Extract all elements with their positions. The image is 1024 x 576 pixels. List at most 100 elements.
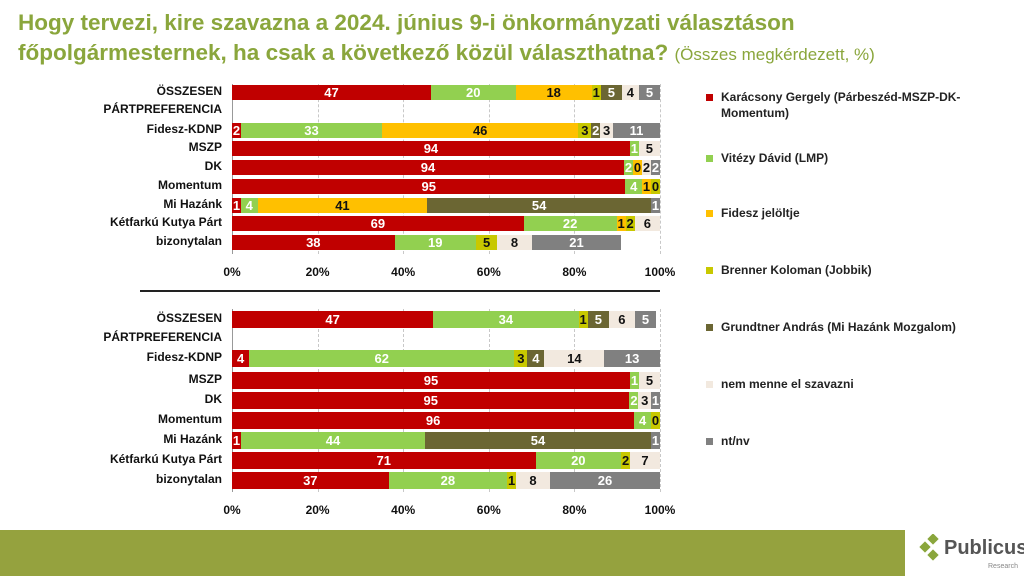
category-label: Mi Hazánk — [163, 197, 222, 211]
bar-segment: 1 — [650, 197, 660, 213]
bar-segment: 46 — [381, 122, 579, 138]
legend-swatch — [706, 267, 713, 274]
category-label: ÖSSZESEN — [156, 84, 222, 98]
bar-segment: 4 — [241, 197, 258, 213]
title-subtitle: (Összes megkérdezett, %) — [674, 45, 875, 64]
footer-band — [0, 530, 905, 576]
bar-segment: 4 — [621, 84, 639, 100]
x-tick-label: 100% — [644, 265, 676, 279]
bar-segment: 54 — [425, 431, 651, 449]
x-tick-label: 100% — [644, 503, 676, 517]
bar-segment: 94 — [232, 159, 624, 175]
legend-label: Vitézy Dávid (LMP) — [721, 151, 829, 165]
bar-segment: 1 — [629, 140, 639, 156]
bar-segment: 96 — [232, 411, 635, 429]
gridline — [660, 84, 661, 254]
bar-segment: 22 — [523, 215, 617, 231]
bar-segment: 95 — [232, 391, 630, 409]
x-tick-label: 80% — [562, 503, 587, 517]
legend-swatch — [706, 381, 713, 388]
category-label: MSZP — [188, 140, 222, 154]
bar-segment: 6 — [634, 215, 660, 231]
bar-segment: 5 — [587, 310, 610, 328]
legend-label: Fidesz jelöltje — [721, 206, 800, 220]
bar-segment: 4 — [634, 411, 651, 429]
category-label: Momentum — [158, 178, 222, 192]
bar-segment: 7 — [630, 451, 660, 469]
bar-segment: 33 — [241, 122, 382, 138]
bar-segment: 2 — [624, 159, 633, 175]
bar-segment: 3 — [600, 122, 613, 138]
bar-segment: 19 — [394, 234, 476, 250]
bar-segment: 4 — [625, 178, 642, 194]
bar-segment: 18 — [515, 84, 592, 100]
bar-segment: 5 — [634, 310, 657, 328]
bar-segment: 2 — [642, 159, 651, 175]
title-line-2: főpolgármesternek, ha csak a következő k… — [18, 40, 669, 65]
legend-swatch — [706, 324, 713, 331]
x-tick-label: 60% — [476, 265, 501, 279]
bar-segment: 62 — [249, 349, 515, 367]
bar-segment: 0 — [633, 159, 642, 175]
category-label: Momentum — [158, 412, 222, 426]
stacked-bar: 47 20 18 1 5 4 5 — [232, 84, 661, 100]
category-label: bizonytalan — [155, 234, 222, 248]
bar-segment: 41 — [257, 197, 428, 213]
bar-segment: 3 — [638, 391, 651, 409]
bar-segment: 2 — [625, 215, 635, 231]
category-label: Mi Hazánk — [163, 432, 222, 446]
bar-segment: 34 — [433, 310, 579, 328]
bar-segment: 1 — [630, 371, 640, 389]
bar-segment: 20 — [535, 451, 622, 469]
bar-segment: 95 — [232, 371, 631, 389]
bar-segment: 1 — [578, 310, 588, 328]
bar-segment: 47 — [232, 84, 431, 100]
chart-title: Hogy tervezi, kire szavazna a 2024. júni… — [18, 8, 1008, 70]
legend-label: nt/nv — [721, 434, 750, 448]
x-tick-label: 40% — [391, 265, 416, 279]
logo-sub: Research — [988, 563, 1018, 570]
bar-segment: 3 — [578, 122, 592, 138]
chart-divider — [140, 290, 660, 292]
stacked-bar: 94 2 0 2 2 — [232, 159, 660, 175]
category-label: DK — [204, 159, 222, 173]
bar-segment: 1 — [651, 431, 660, 449]
category-label: PÁRTPREFERENCIA — [103, 330, 222, 344]
category-label: bizonytalan — [155, 472, 222, 486]
bar-segment: 21 — [531, 234, 622, 250]
legend-item: Vitézy Dávid (LMP) — [706, 150, 996, 166]
x-tick-label: 80% — [562, 265, 587, 279]
legend-item: Grundtner András (Mi Hazánk Mozgalom) — [706, 319, 996, 335]
gridline — [660, 309, 661, 492]
x-tick-label: 20% — [305, 265, 330, 279]
title-line-1: Hogy tervezi, kire szavazna a 2024. júni… — [18, 10, 795, 35]
bar-segment: 0 — [651, 411, 660, 429]
bar-segment: 2 — [629, 391, 639, 409]
bar-segment: 1 — [642, 178, 651, 194]
bar-segment: 5 — [639, 371, 660, 389]
bar-segment: 37 — [232, 471, 389, 489]
category-label: Fidesz-KDNP — [146, 350, 222, 364]
x-tick-label: 60% — [476, 503, 501, 517]
stacked-bar: 2 33 46 3 2 3 11 — [232, 122, 660, 138]
bar-segment: 94 — [232, 140, 630, 156]
bar-segment: 1 — [507, 471, 517, 489]
bar-segment: 1 — [232, 197, 241, 213]
bar-segment: 5 — [475, 234, 498, 250]
bar-segment: 0 — [651, 178, 660, 194]
legend-item: nem menne el szavazni — [706, 376, 996, 392]
stacked-bar: 47 34 1 5 6 5 — [232, 310, 660, 328]
bar-segment: 2 — [651, 159, 660, 175]
bar-segment: 1 — [591, 84, 601, 100]
bar-segment: 5 — [638, 84, 661, 100]
bar-segment: 38 — [232, 234, 395, 250]
bar-segment: 3 — [514, 349, 528, 367]
legend-swatch — [706, 94, 713, 101]
bar-segment: 11 — [613, 122, 660, 138]
bar-segment: 5 — [600, 84, 622, 100]
stacked-bar: 1 4 41 54 1 — [232, 197, 660, 213]
legend-item: Karácsony Gergely (Párbeszéd-MSZP-DK-Mom… — [706, 89, 996, 121]
bar-segment: 1 — [651, 391, 660, 409]
stacked-bar: 71 20 2 7 — [232, 451, 660, 469]
legend-swatch — [706, 155, 713, 162]
